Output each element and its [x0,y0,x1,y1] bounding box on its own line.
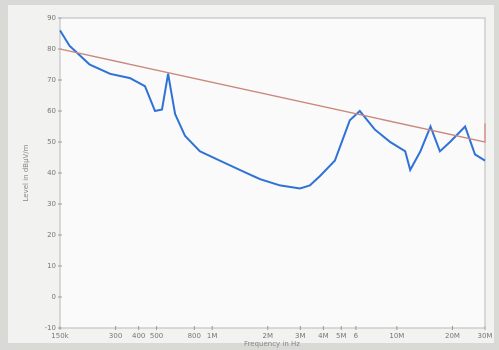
y-tick-label: 80 [47,45,56,53]
x-tick-label: 4M [318,332,329,340]
y-tick-label: 10 [47,262,56,270]
plot-area [59,17,486,329]
y-tick-label: 20 [47,231,56,239]
x-tick-label: 800 [188,332,201,340]
x-tick-label: 2M [263,332,274,340]
y-tick-label: 70 [47,76,56,84]
y-tick-label: 0 [52,293,56,301]
y-tick-label: 30 [47,200,56,208]
x-tick-label: 300 [109,332,122,340]
y-tick-label: 90 [47,14,56,22]
x-tick-label: 500 [150,332,163,340]
x-tick-label: 1M [207,332,218,340]
x-tick-label: 150k [51,332,69,340]
x-axis-title: Frequency in Hz [244,340,300,348]
x-tick-label: 3M [295,332,306,340]
series-line [59,29,486,190]
y-tick-label: 40 [47,169,56,177]
x-tick-label: 20M [445,332,460,340]
x-tick-label: 10M [389,332,404,340]
x-tick-label: 6 [354,332,359,340]
x-tick-label: 30M [478,332,493,340]
y-tick-label: 50 [47,138,56,146]
series-line [59,48,486,143]
y-tick-label: 60 [47,107,56,115]
x-tick-label: 5M [336,332,347,340]
y-tick-label: -10 [45,324,56,332]
y-axis-title: Level in dBµV/m [22,144,30,201]
x-tick-label: 400 [132,332,145,340]
